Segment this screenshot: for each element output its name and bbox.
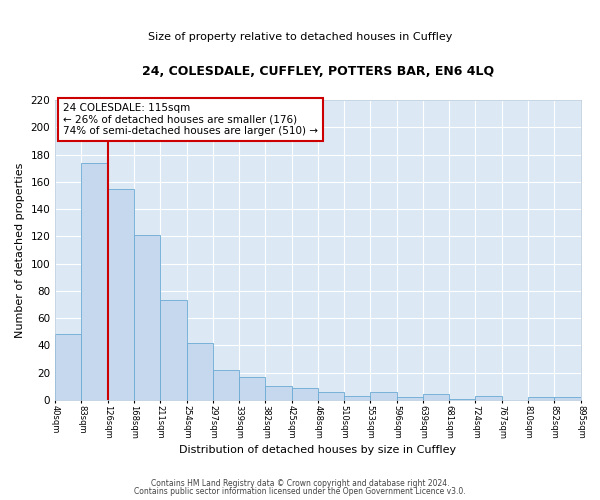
Bar [187,342,213,400]
Bar [554,397,581,400]
Bar [82,162,108,400]
Bar [292,388,318,400]
Bar [160,300,187,400]
Text: Contains HM Land Registry data © Crown copyright and database right 2024.: Contains HM Land Registry data © Crown c… [151,478,449,488]
Bar [265,386,292,400]
Bar [370,392,397,400]
Text: Contains public sector information licensed under the Open Government Licence v3: Contains public sector information licen… [134,487,466,496]
Bar [475,396,502,400]
Bar [134,235,160,400]
Bar [423,394,449,400]
Text: Size of property relative to detached houses in Cuffley: Size of property relative to detached ho… [148,32,452,42]
X-axis label: Distribution of detached houses by size in Cuffley: Distribution of detached houses by size … [179,445,457,455]
Bar [55,334,82,400]
Bar [528,397,554,400]
Title: 24, COLESDALE, CUFFLEY, POTTERS BAR, EN6 4LQ: 24, COLESDALE, CUFFLEY, POTTERS BAR, EN6… [142,65,494,78]
Bar [344,396,370,400]
Bar [318,392,344,400]
Bar [449,398,475,400]
Text: 24 COLESDALE: 115sqm
← 26% of detached houses are smaller (176)
74% of semi-deta: 24 COLESDALE: 115sqm ← 26% of detached h… [63,102,318,136]
Bar [397,397,423,400]
Bar [108,188,134,400]
Bar [239,376,265,400]
Y-axis label: Number of detached properties: Number of detached properties [15,162,25,338]
Bar [213,370,239,400]
